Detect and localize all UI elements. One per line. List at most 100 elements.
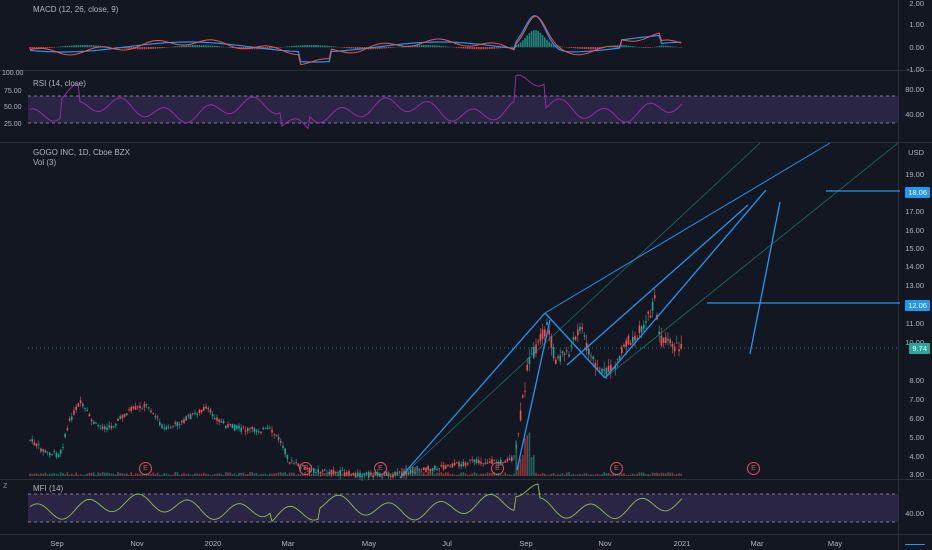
macd-histogram-bar — [550, 43, 553, 48]
macd-title[interactable]: MACD (12, 26, close, 9) — [33, 5, 119, 14]
volume-bar — [605, 473, 608, 476]
earnings-marker[interactable]: E — [610, 462, 623, 475]
symbol-title[interactable]: GOGO INC, 1D, Cboe BZX — [33, 148, 130, 157]
rsi-title[interactable]: RSI (14, close) — [33, 79, 86, 88]
price-candle — [214, 418, 216, 420]
macd-histogram-bar — [310, 45, 313, 48]
volume-bar — [447, 472, 449, 476]
price-badge-upper[interactable]: 18.06 — [905, 187, 930, 198]
pane-separator[interactable] — [0, 534, 932, 535]
price-candle — [295, 462, 297, 464]
macd-histogram-bar — [321, 45, 324, 48]
volume-bar — [313, 473, 315, 476]
volume-bar — [315, 474, 317, 476]
pane-separator[interactable] — [0, 70, 932, 71]
price-candle — [119, 416, 121, 419]
price-candle — [381, 476, 383, 478]
volume-bar — [240, 472, 242, 476]
pane-separator[interactable] — [0, 479, 932, 480]
volume-bar — [425, 474, 427, 476]
price-candle — [601, 369, 603, 373]
mfi-title[interactable]: MFI (14) — [33, 484, 64, 493]
volume-bar — [590, 474, 592, 476]
macd-histogram-bar — [381, 47, 383, 49]
price-badge-mid[interactable]: 12.06 — [905, 300, 930, 311]
macd-histogram-bar — [445, 46, 447, 48]
price-badge-last[interactable]: 9.74 — [909, 343, 930, 354]
mfi-pane[interactable]: MFI (14) 40.00 — [0, 479, 932, 534]
earnings-marker[interactable]: E — [374, 462, 387, 475]
volume-bar — [524, 438, 526, 476]
macd-histogram-bar — [640, 47, 643, 48]
volume-bar — [502, 474, 504, 476]
price-candle — [134, 406, 137, 410]
volume-bar — [445, 472, 447, 476]
volume-bar — [282, 472, 284, 476]
macd-histogram-bar — [317, 45, 319, 48]
volume-bar — [363, 474, 366, 476]
macd-histogram-bar — [453, 47, 456, 48]
price-candle — [537, 341, 539, 343]
macd-histogram-bar — [425, 45, 427, 48]
scale-toggle[interactable] — [905, 538, 925, 545]
volume-bar — [517, 462, 520, 476]
volume-bar — [374, 474, 377, 476]
price-candle — [126, 413, 128, 416]
macd-histogram-bar — [126, 47, 128, 49]
macd-histogram-bar — [266, 47, 269, 49]
earnings-marker[interactable]: E — [299, 462, 312, 475]
macd-histogram-bar — [621, 44, 623, 48]
earnings-marker[interactable]: E — [491, 462, 504, 475]
volume-bar — [284, 472, 286, 476]
volume-bar — [361, 473, 363, 476]
price-candle — [319, 472, 322, 474]
price-candle — [577, 329, 579, 336]
price-candle — [506, 458, 509, 462]
zoom-icon[interactable]: z — [3, 480, 8, 490]
pane-separator[interactable] — [0, 142, 932, 143]
volume-bar — [357, 472, 359, 476]
price-candle — [625, 340, 627, 348]
price-candle — [447, 464, 449, 467]
macd-pane[interactable]: MACD (12, 26, close, 9) 2.00 1.00 0.00 -… — [0, 0, 932, 74]
rsi-pane[interactable]: RSI (14, close) 100.00 75.00 50.00 25.00… — [0, 70, 932, 142]
volume-bar — [317, 472, 319, 476]
price-candle — [86, 410, 88, 412]
price-candle — [440, 464, 443, 467]
macd-histogram-bar — [500, 47, 502, 49]
price-candle — [588, 349, 590, 355]
macd-histogram-bar — [306, 45, 308, 48]
macd-histogram-bar — [60, 46, 62, 48]
macd-histogram-bar — [484, 47, 487, 50]
macd-histogram-bar — [302, 45, 304, 48]
macd-histogram-bar — [244, 47, 247, 50]
volume-bar — [192, 474, 194, 476]
macd-histogram-bar — [343, 47, 346, 48]
mfi-tick: 40.00 — [905, 509, 924, 518]
macd-histogram-bar — [335, 46, 337, 48]
price-candle — [469, 459, 471, 461]
volume-bar — [266, 474, 269, 476]
macd-histogram-bar — [284, 46, 286, 48]
price-candle — [645, 321, 647, 323]
volume-bar — [535, 472, 537, 476]
price-candle — [117, 419, 119, 421]
price-candle — [132, 406, 135, 409]
volume-title[interactable]: Vol (3) — [33, 158, 57, 167]
price-candle — [566, 350, 568, 352]
earnings-marker[interactable]: E — [747, 462, 760, 475]
macd-histogram-bar — [97, 45, 99, 48]
price-candle — [640, 326, 643, 333]
price-pane[interactable]: GOGO INC, 1D, Cboe BZX Vol (3) USD 19.00… — [0, 142, 932, 479]
volume-bar — [71, 473, 73, 476]
earnings-marker[interactable]: E — [139, 462, 152, 475]
volume-bar — [475, 473, 478, 476]
volume-bar — [247, 473, 249, 476]
currency-label[interactable]: USD — [908, 148, 924, 157]
price-candle — [211, 414, 214, 417]
volume-bar — [640, 472, 643, 476]
volume-bar — [519, 458, 522, 476]
volume-bar — [352, 474, 355, 476]
volume-bar — [618, 473, 621, 476]
volume-bar — [563, 474, 566, 476]
